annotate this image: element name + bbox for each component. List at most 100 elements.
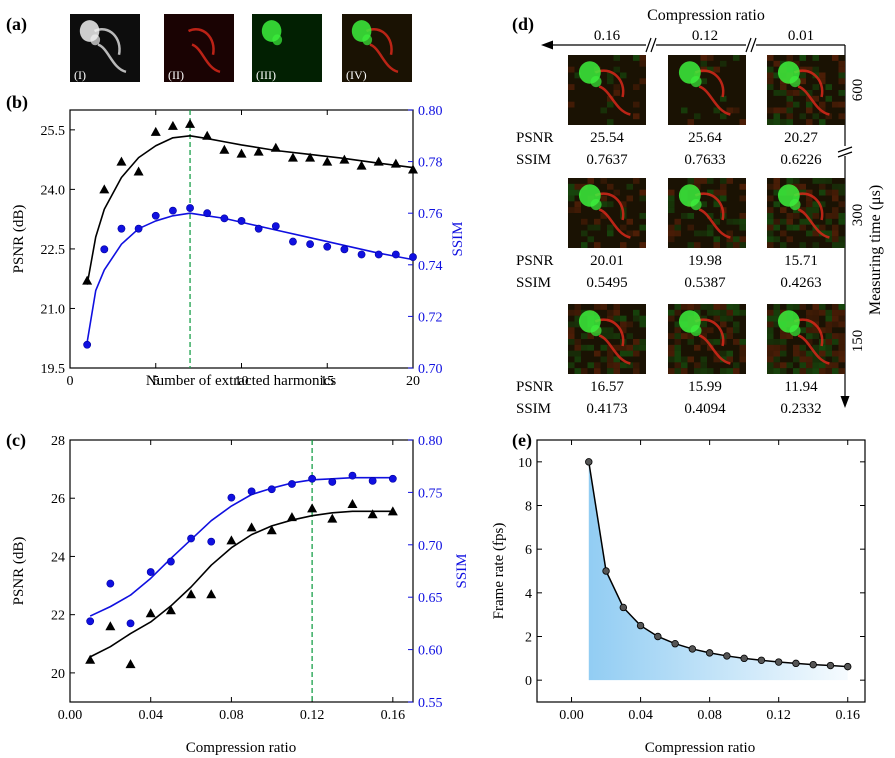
x-tick-label-b: 0 (67, 374, 74, 389)
ssim-point-c (86, 617, 95, 626)
frame-rate-point (844, 662, 852, 671)
x-tick-label-c: 0.08 (219, 708, 244, 723)
psnr-point-c (226, 535, 237, 545)
x-axis-label-c: Compression ratio (186, 740, 296, 756)
psnr-point-c (85, 654, 96, 664)
reconstruction-tile (668, 178, 746, 248)
psnr-point-b (356, 160, 367, 170)
y-tick-label-c: 22 (51, 609, 65, 624)
micrograph-tile-4 (342, 14, 412, 82)
compression-ratio-title: Compression ratio (647, 7, 765, 24)
x-tick-label-e: 0.00 (559, 708, 584, 723)
micrograph-tile-3 (252, 14, 322, 82)
ratio-axis-break-1 (645, 37, 657, 53)
psnr-value: 25.54 (590, 130, 624, 146)
x-tick-label-e: 0.12 (766, 708, 791, 723)
x-tick-label-b: 5 (152, 374, 159, 389)
x-tick-label-c: 0.16 (381, 708, 406, 723)
psnr-point-c (286, 512, 297, 522)
x-tick-label-e: 0.16 (835, 708, 860, 723)
ssim-point-b (151, 211, 160, 220)
y2-tick-label-c: 0.55 (418, 696, 443, 711)
x-tick-label-c: 0.00 (58, 708, 83, 723)
y-tick-label-e: 10 (518, 456, 532, 471)
frame-rate-point (774, 658, 783, 666)
ssim-point-b (289, 237, 297, 246)
psnr-point-c (246, 522, 257, 532)
ssim-point-b (323, 242, 332, 251)
ssim-value: 0.5495 (586, 275, 627, 291)
y2-tick-label-b: 0.72 (418, 310, 443, 325)
psnr-value: 19.98 (688, 253, 722, 269)
plot-frame-c (69, 439, 414, 703)
ssim-point-b (271, 222, 280, 230)
y-tick-label-c: 26 (51, 492, 65, 507)
reconstruction-tile (568, 304, 646, 374)
frame-rate-point (585, 458, 593, 466)
ssim-fit-curve-c (89, 476, 393, 617)
ssim-point-c (247, 487, 256, 496)
psnr-point-c (367, 509, 378, 519)
y-tick-label-e: 6 (525, 543, 532, 558)
psnr-point-b (133, 166, 144, 176)
reconstruction-tile (767, 55, 845, 125)
ssim-point-c (227, 493, 236, 502)
frame-rate-point (602, 567, 610, 575)
ratio-tick-label: 0.01 (788, 28, 814, 44)
psnr-point-c (266, 525, 277, 535)
ssim-point-c (328, 478, 337, 486)
y2-axis-label-c: SSIM (454, 553, 470, 588)
psnr-point-c (145, 608, 156, 618)
psnr-point-c (125, 659, 136, 669)
y2-tick-label-b: 0.76 (418, 207, 443, 222)
psnr-value: 16.57 (590, 379, 624, 395)
ssim-point-b (409, 253, 417, 261)
plot-frame-e (536, 439, 866, 703)
reconstruction-tile (668, 304, 746, 374)
time-tick-label: 300 (850, 204, 866, 227)
y-tick-label-b: 25.5 (41, 124, 66, 139)
time-tick-label: 600 (850, 79, 866, 102)
y-tick-label-c: 28 (51, 434, 65, 449)
ssim-point-b (340, 245, 349, 254)
ratio-axis-arrow (541, 40, 553, 50)
psnr-fit-curve-b (86, 135, 414, 285)
psnr-point-b (185, 118, 196, 128)
ssim-row-label: SSIM (516, 275, 551, 291)
y-tick-label-e: 4 (525, 587, 532, 602)
ratio-tick-label: 0.16 (594, 28, 621, 44)
ssim-value: 0.4263 (780, 275, 821, 291)
y-axis-label-e: Frame rate (fps) (491, 523, 507, 620)
x-tick-label-b: 15 (320, 374, 334, 389)
ssim-point-b (391, 250, 400, 259)
y-tick-label-b: 22.5 (41, 243, 66, 258)
psnr-point-b (305, 152, 316, 162)
ssim-point-c (348, 471, 357, 480)
psnr-point-b (287, 152, 298, 162)
x-tick-label-b: 20 (406, 374, 420, 389)
y2-tick-label-c: 0.60 (418, 644, 443, 659)
ssim-point-b (100, 245, 109, 254)
ssim-row-label: SSIM (516, 401, 551, 417)
frame-rate-point (723, 652, 731, 660)
ssim-value: 0.7633 (684, 152, 725, 168)
ratio-axis-break-2 (745, 37, 757, 53)
y-tick-label-e: 0 (525, 674, 532, 689)
reconstruction-tile (767, 178, 845, 248)
frame-rate-point (654, 632, 662, 641)
psnr-point-b (253, 146, 264, 156)
psnr-value: 15.99 (688, 379, 722, 395)
frame-rate-point (671, 640, 679, 648)
micrograph-tile-1 (70, 14, 140, 82)
y2-tick-label-c: 0.80 (418, 434, 443, 449)
psnr-point-b (408, 164, 418, 174)
x-tick-label-c: 0.12 (300, 708, 325, 723)
micrograph-tile-2 (164, 14, 234, 82)
ssim-point-b (117, 224, 126, 233)
psnr-point-b (150, 126, 161, 136)
x-axis-label-e: Compression ratio (645, 740, 755, 756)
x-tick-label-c: 0.04 (138, 708, 163, 723)
panel-c-label: (c) (6, 430, 26, 451)
ssim-point-b (186, 204, 194, 212)
